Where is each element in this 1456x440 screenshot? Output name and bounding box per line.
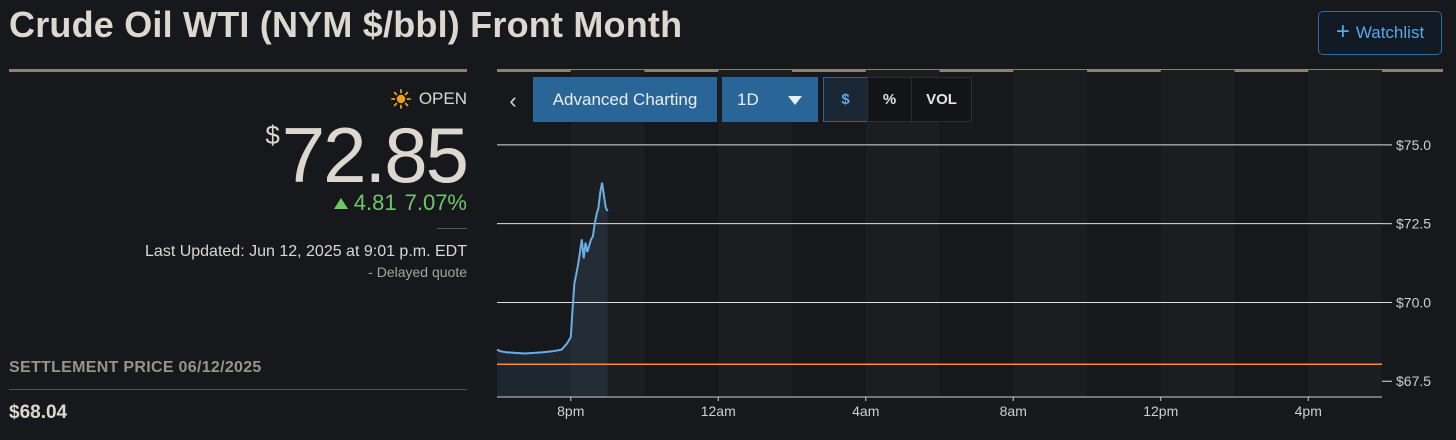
volume-button[interactable]: VOL bbox=[911, 77, 972, 122]
watchlist-label: Watchlist bbox=[1355, 23, 1425, 42]
price-line bbox=[496, 182, 609, 355]
right-header-rule bbox=[497, 69, 1443, 72]
time-band bbox=[1308, 70, 1382, 397]
settlement-value: $68.04 bbox=[9, 402, 68, 423]
change-percent: 7.07% bbox=[404, 190, 467, 215]
price-change: 4.81 7.07% bbox=[333, 190, 467, 216]
period-label: 1D bbox=[737, 89, 759, 109]
caret-down-icon bbox=[788, 96, 802, 105]
time-band bbox=[865, 70, 940, 397]
last-updated: Last Updated: Jun 12, 2025 at 9:01 p.m. … bbox=[145, 243, 467, 260]
price: $ 72.85 bbox=[265, 108, 469, 199]
time-band bbox=[1160, 70, 1235, 397]
x-tick-label: 8am bbox=[1000, 403, 1027, 419]
x-tick-label: 8pm bbox=[557, 403, 584, 419]
price-area bbox=[497, 182, 608, 397]
time-band bbox=[1013, 70, 1087, 397]
price-value: 72.85 bbox=[281, 111, 469, 199]
x-tick-label: 4am bbox=[852, 403, 879, 419]
time-band bbox=[570, 70, 645, 397]
sun-icon bbox=[390, 89, 411, 109]
advanced-charting-button[interactable]: Advanced Charting bbox=[533, 77, 717, 122]
page-title: Crude Oil WTI (NYM $/bbl) Front Month bbox=[9, 4, 683, 45]
market-status: OPEN bbox=[390, 89, 467, 109]
divider bbox=[437, 228, 467, 229]
left-header-rule bbox=[9, 69, 467, 72]
settlement-divider bbox=[9, 389, 467, 390]
change-value: 4.81 bbox=[353, 190, 397, 215]
y-tick-label: $70.0 bbox=[1396, 294, 1431, 310]
period-dropdown[interactable]: 1D bbox=[722, 77, 818, 122]
currency-symbol: $ bbox=[265, 120, 280, 150]
watchlist-button[interactable]: + Watchlist bbox=[1318, 11, 1442, 55]
time-band bbox=[718, 70, 792, 397]
delayed-note: - Delayed quote bbox=[368, 264, 467, 280]
x-tick-label: 12pm bbox=[1143, 403, 1178, 419]
x-tick-label: 4pm bbox=[1295, 403, 1322, 419]
dollar-mode-button[interactable]: $ bbox=[823, 77, 868, 122]
y-tick-label: $67.5 bbox=[1396, 373, 1431, 389]
y-tick-label: $72.5 bbox=[1396, 216, 1431, 232]
up-arrow-icon bbox=[333, 197, 348, 209]
settlement-label: SETTLEMENT PRICE 06/12/2025 bbox=[9, 359, 262, 376]
status-label: OPEN bbox=[418, 89, 467, 108]
plus-icon: + bbox=[1335, 18, 1350, 45]
chart-back-button[interactable]: ‹ bbox=[509, 88, 517, 113]
x-tick-label: 12am bbox=[701, 403, 736, 419]
percent-mode-button[interactable]: % bbox=[867, 77, 912, 122]
y-tick-label: $75.0 bbox=[1396, 137, 1431, 153]
